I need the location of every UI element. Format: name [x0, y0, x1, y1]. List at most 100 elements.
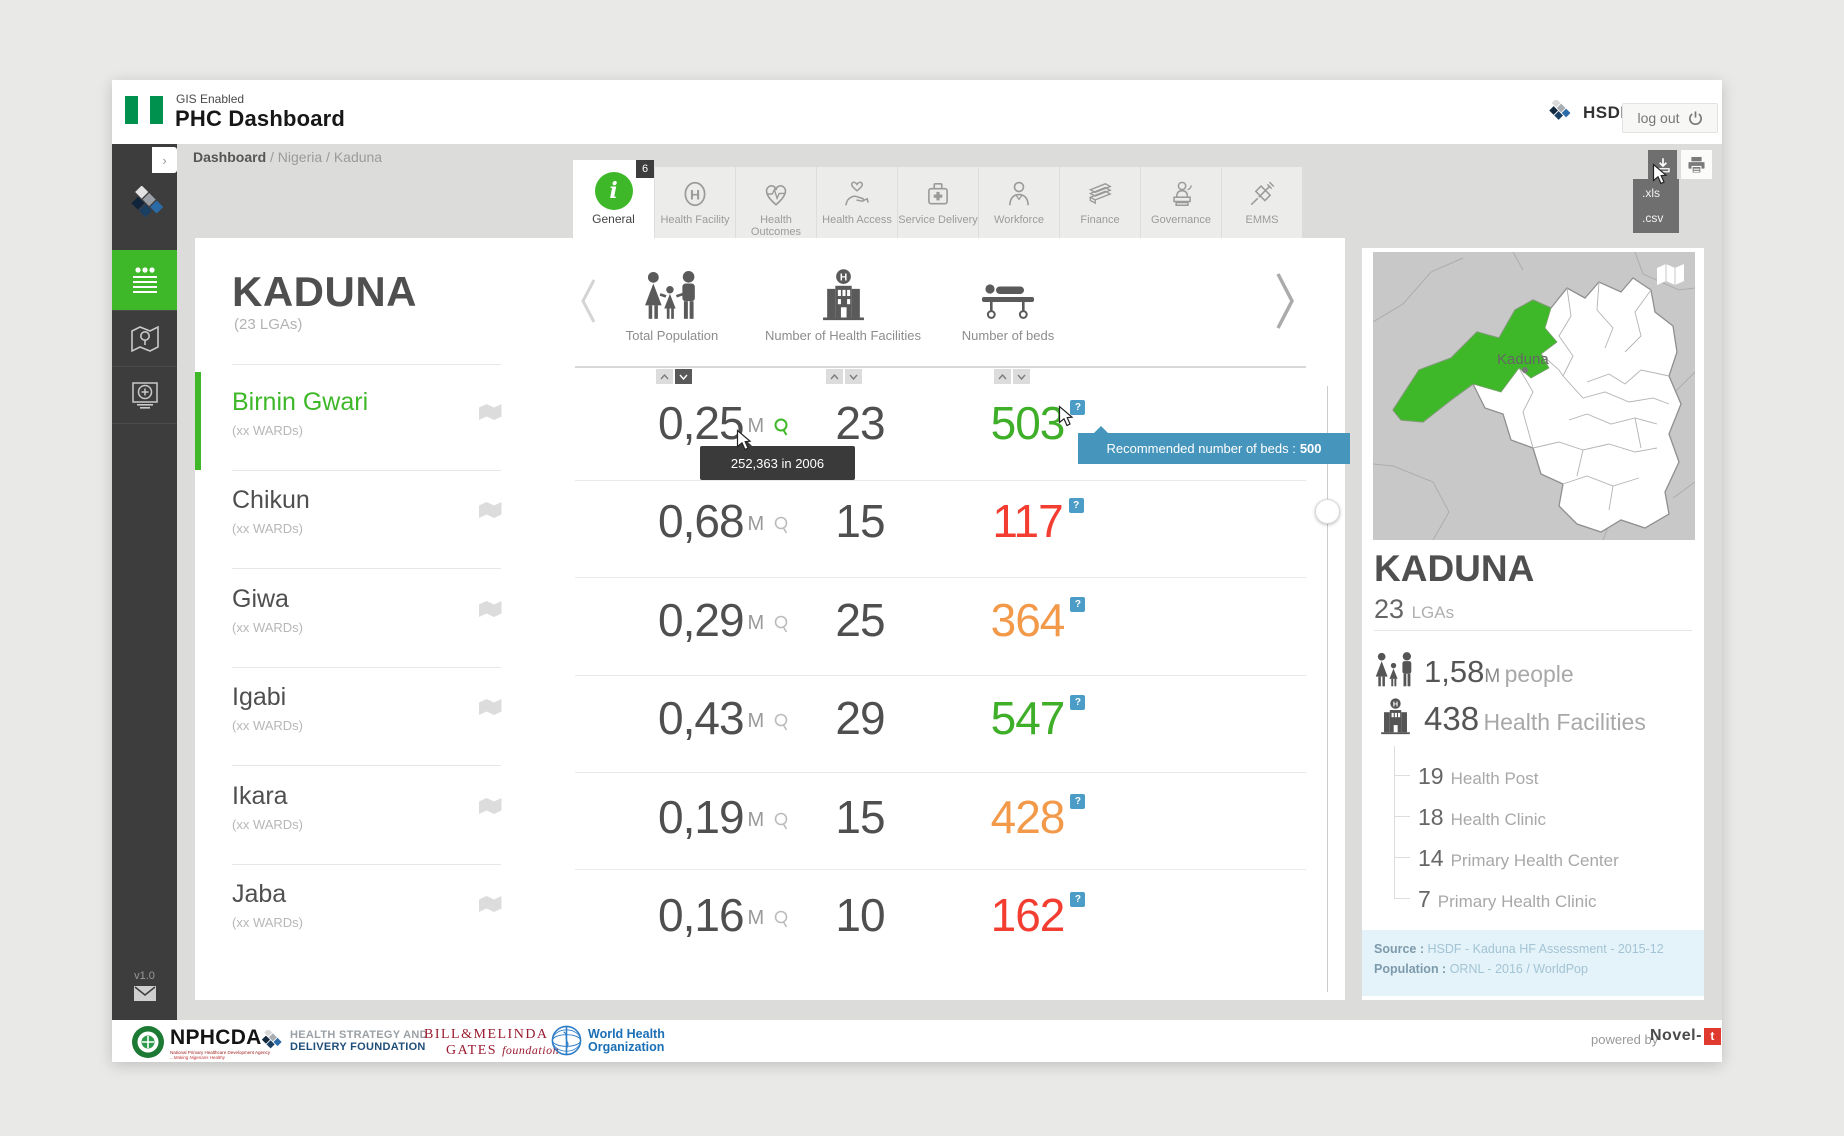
population-value: 0,16: [658, 889, 745, 941]
export-xls-item[interactable]: .xls: [1642, 186, 1660, 200]
tree-stub: [1394, 775, 1410, 776]
beds-cell: 162 ?: [943, 888, 1133, 942]
tab-label: Governance: [1151, 214, 1211, 226]
tab-health-facility[interactable]: H Health Facility: [654, 167, 735, 238]
tree-stub: [1394, 898, 1410, 899]
selected-lga-shape: [1392, 299, 1558, 423]
breadcrumb-dashboard[interactable]: Dashboard: [193, 149, 267, 165]
facilities-value: 25: [835, 594, 885, 646]
row-map-icon[interactable]: [479, 798, 502, 814]
sort-facilities-asc[interactable]: [826, 369, 843, 384]
sidebar-item-compare-view[interactable]: [112, 366, 177, 424]
tab-governance[interactable]: Governance: [1140, 167, 1221, 238]
lga-row-igabi[interactable]: Igabi (xx WARDs): [232, 683, 303, 733]
logout-button[interactable]: log out: [1622, 103, 1718, 133]
sidebar-collapse-button[interactable]: ›: [152, 147, 177, 173]
tab-health-access[interactable]: Health Access: [816, 167, 897, 238]
who-logo-icon: [551, 1025, 582, 1056]
row-map-icon[interactable]: [479, 699, 502, 715]
table-header-divider: [575, 366, 1306, 368]
facility-value: 438: [1424, 700, 1480, 737]
beds-tooltip-value: 500: [1299, 441, 1322, 456]
hsdf-foundation-wordmark: HEALTH STRATEGY AND DELIVERY FOUNDATION: [290, 1029, 428, 1053]
export-csv-item[interactable]: .csv: [1642, 211, 1664, 225]
breakdown-label: Health Post: [1450, 769, 1539, 788]
tab-service-delivery[interactable]: Service Delivery: [897, 167, 978, 238]
table-scrollbar-track[interactable]: [1327, 386, 1328, 992]
tab-finance[interactable]: Finance: [1059, 167, 1140, 238]
lga-row-jaba[interactable]: Jaba (xx WARDs): [232, 880, 303, 930]
facility-stat-icon: H: [1381, 698, 1410, 735]
population-detail-magnifier[interactable]: [773, 910, 790, 929]
sort-facilities-desc[interactable]: [845, 369, 862, 384]
population-detail-magnifier[interactable]: [773, 812, 790, 831]
sort-beds-desc[interactable]: [1013, 369, 1030, 384]
row-map-icon[interactable]: [479, 404, 502, 420]
row-map-icon[interactable]: [479, 896, 502, 912]
lga-row-ikara[interactable]: Ikara (xx WARDs): [232, 782, 303, 832]
population-unit: M: [747, 612, 765, 634]
lga-name[interactable]: Chikun: [232, 486, 310, 514]
tab-workforce[interactable]: Workforce: [978, 167, 1059, 238]
population-detail-magnifier[interactable]: [773, 615, 790, 634]
nphcda-name: NPHCDA: [170, 1026, 262, 1049]
beds-tooltip-text: Recommended number of beds :: [1106, 441, 1296, 456]
money-stack-icon: [1060, 179, 1140, 211]
sort-population-desc[interactable]: [675, 369, 692, 384]
lga-row-chikun[interactable]: Chikun (xx WARDs): [232, 486, 310, 536]
sort-beds-asc[interactable]: [994, 369, 1011, 384]
row-map-icon[interactable]: [479, 601, 502, 617]
population-detail-magnifier[interactable]: [773, 713, 790, 732]
compare-view-icon: [131, 382, 158, 409]
breakdown-value: 14: [1418, 845, 1444, 871]
beds-info-badge[interactable]: ?: [1070, 400, 1086, 415]
tab-label: EMMS: [1245, 214, 1279, 226]
row-map-icon[interactable]: [479, 502, 502, 518]
lga-row-giwa[interactable]: Giwa (xx WARDs): [232, 585, 303, 635]
first-aid-bag-icon: [898, 179, 978, 211]
beds-info-badge[interactable]: ?: [1070, 695, 1086, 710]
carousel-right-arrow[interactable]: [1272, 270, 1298, 332]
sidebar-hsdf-logo-icon: [122, 185, 167, 233]
row-divider: [575, 577, 1306, 578]
beds-info-badge[interactable]: ?: [1070, 597, 1086, 612]
podium-speaker-icon: [1141, 179, 1221, 211]
contact-mail-button[interactable]: [134, 986, 156, 1006]
lga-wards: (xx WARDs): [232, 718, 304, 733]
beds-info-badge[interactable]: ?: [1068, 498, 1084, 513]
sidebar-item-list-view[interactable]: [112, 250, 177, 310]
tab-emms[interactable]: EMMS: [1221, 167, 1302, 238]
print-button[interactable]: [1681, 150, 1712, 179]
population-detail-magnifier[interactable]: [773, 418, 790, 437]
sidebar-item-map-view[interactable]: [112, 310, 177, 367]
hsdf-foundation-line2: DELIVERY FOUNDATION: [290, 1041, 426, 1053]
svg-text:H: H: [840, 273, 847, 284]
table-scrollbar-handle[interactable]: [1315, 499, 1340, 524]
download-button[interactable]: [1648, 150, 1677, 179]
tree-stub: [1394, 857, 1410, 858]
selected-row-indicator: [195, 372, 201, 470]
lga-name[interactable]: Ikara: [232, 782, 288, 810]
population-unit: M: [747, 907, 765, 929]
state-map[interactable]: Kaduna: [1373, 252, 1695, 540]
population-detail-magnifier[interactable]: [773, 516, 790, 535]
population-unit: M: [747, 415, 765, 437]
lga-row-birnin-gwari[interactable]: Birnin Gwari (xx WARDs): [232, 388, 368, 438]
breadcrumb: Dashboard / Nigeria / Kaduna: [193, 149, 382, 165]
breadcrumb-nigeria[interactable]: Nigeria: [277, 149, 323, 165]
lga-name[interactable]: Giwa: [232, 585, 289, 613]
breakdown-item: 19 Health Post: [1418, 763, 1538, 790]
breakdown-item: 7 Primary Health Clinic: [1418, 886, 1597, 913]
app-title: PHC Dashboard: [175, 106, 346, 131]
beds-info-badge[interactable]: ?: [1070, 892, 1086, 907]
facilities-value: 10: [835, 889, 885, 941]
people-value: 1,58: [1424, 654, 1485, 689]
lga-name[interactable]: Igabi: [232, 683, 287, 711]
carousel-left-arrow[interactable]: [578, 276, 600, 326]
lga-name[interactable]: Jaba: [232, 880, 287, 908]
tab-health-outcomes[interactable]: Health Outcomes: [735, 167, 816, 238]
sort-population-asc[interactable]: [656, 369, 673, 384]
tab-general[interactable]: i General: [573, 160, 654, 240]
lga-name[interactable]: Birnin Gwari: [232, 388, 369, 416]
beds-info-badge[interactable]: ?: [1070, 794, 1086, 809]
